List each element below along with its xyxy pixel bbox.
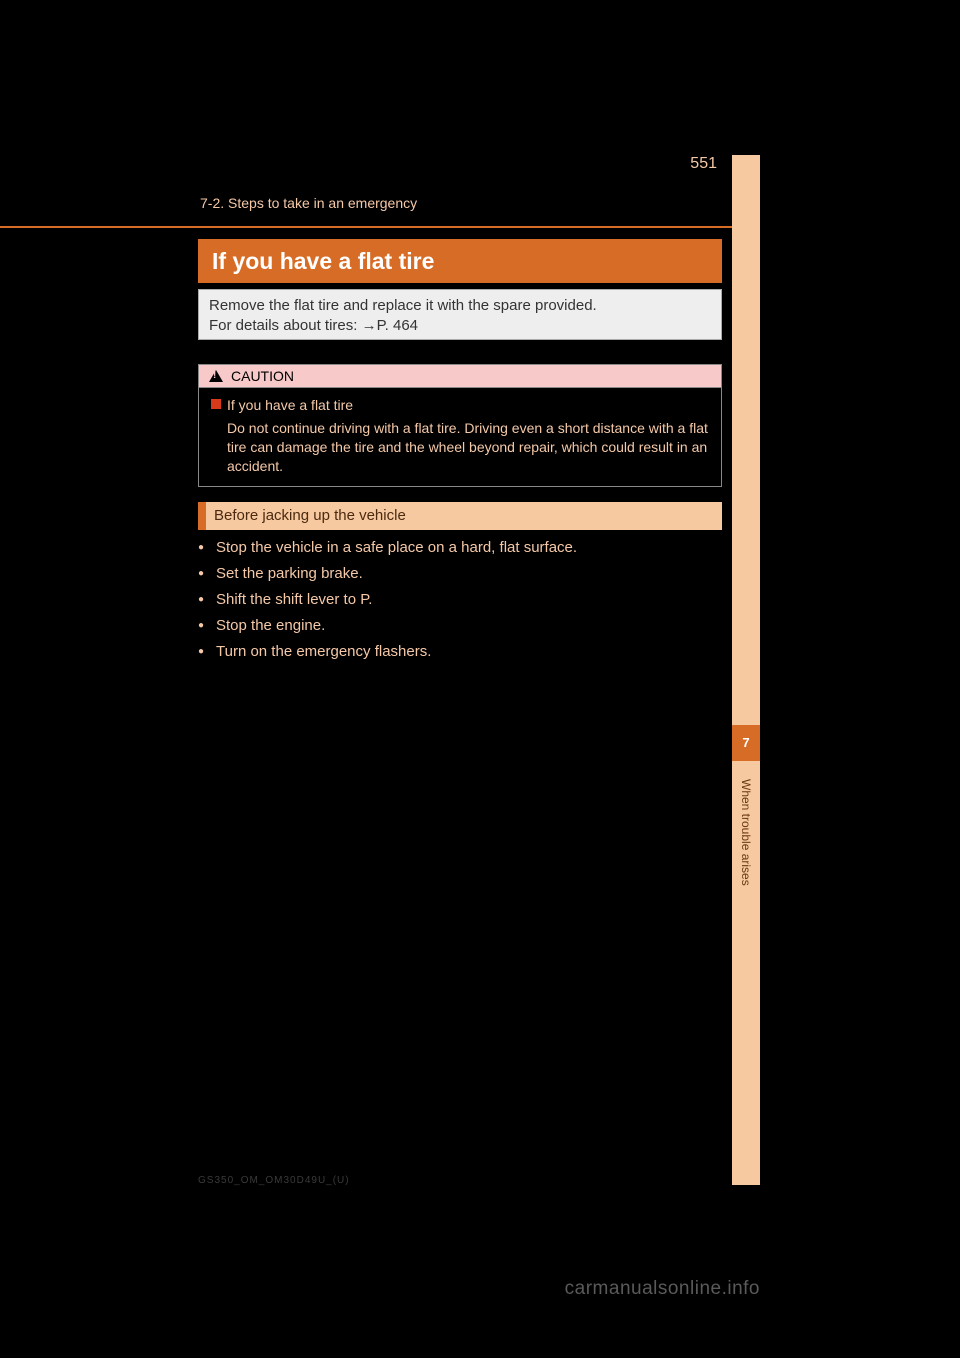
list-item: Turn on the emergency flashers.	[198, 642, 722, 662]
list-item: Shift the shift lever to P.	[198, 590, 722, 610]
side-tab-strip	[732, 155, 760, 1185]
intro-box: Remove the flat tire and replace it with…	[198, 289, 722, 340]
side-tab-label: When trouble arises	[732, 775, 760, 935]
section-heading: Before jacking up the vehicle	[198, 502, 722, 530]
watermark: carmanualsonline.info	[565, 1278, 760, 1300]
list-item: Stop the vehicle in a safe place on a ha…	[198, 538, 722, 558]
list-item: Stop the engine.	[198, 616, 722, 636]
red-square-bullet-icon	[211, 399, 221, 409]
list-item: Set the parking brake.	[198, 564, 722, 584]
side-tab-active: 7	[732, 725, 760, 761]
caution-body-heading-text: If you have a flat tire	[227, 397, 353, 413]
footer-code: GS350_OM_OM30D49U_(U)	[198, 1175, 350, 1186]
caution-body-text: Do not continue driving with a flat tire…	[211, 419, 709, 476]
page-number: 551	[690, 155, 717, 173]
bullet-list: Stop the vehicle in a safe place on a ha…	[198, 538, 722, 668]
horizontal-rule	[0, 226, 760, 228]
arrow-right-icon: →	[362, 317, 377, 334]
intro-line-2-ref: P. 464	[377, 317, 418, 334]
caution-body: If you have a flat tire Do not continue …	[198, 388, 722, 487]
page-title: If you have a flat tire	[198, 239, 722, 283]
warning-triangle-icon: !	[209, 370, 223, 382]
breadcrumb: 7-2. Steps to take in an emergency	[200, 195, 417, 211]
caution-label: CAUTION	[231, 368, 294, 384]
caution-header: ! CAUTION	[198, 364, 722, 388]
intro-line-2: For details about tires: →P. 464	[209, 316, 711, 336]
caution-body-heading: If you have a flat tire	[211, 396, 709, 415]
intro-line-1: Remove the flat tire and replace it with…	[209, 296, 711, 316]
intro-line-2-prefix: For details about tires:	[209, 317, 362, 334]
